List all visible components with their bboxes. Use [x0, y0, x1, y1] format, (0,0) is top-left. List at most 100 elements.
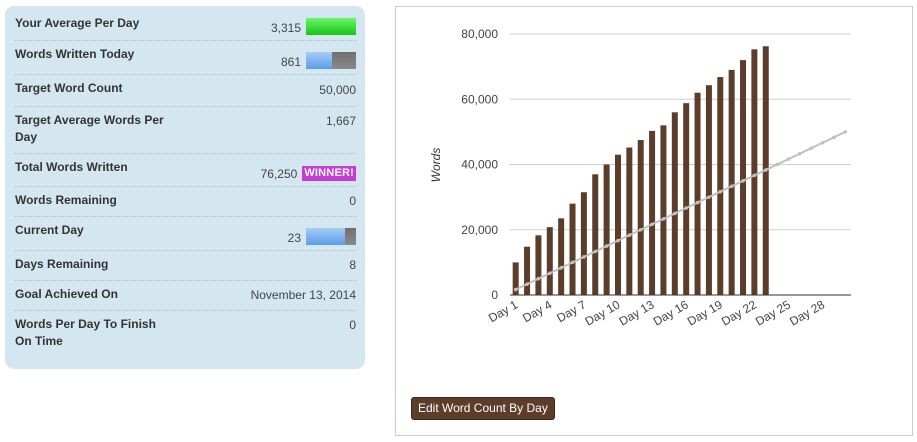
bar-day-3	[535, 235, 542, 295]
target-point	[741, 179, 745, 183]
y-tick-label: 80,000	[461, 27, 498, 41]
bar-day-5	[558, 218, 565, 295]
bar-day-10	[614, 154, 621, 295]
target-point	[559, 266, 563, 270]
stat-row-words-per-day-to-finish: Words Per Day To Finish On Time 0	[15, 311, 356, 357]
target-point	[718, 189, 723, 194]
stat-row-days-remaining: Days Remaining 8	[15, 251, 356, 281]
target-point	[820, 140, 825, 145]
target-point	[593, 249, 598, 254]
stat-label: Words Per Day To Finish On Time	[15, 317, 156, 348]
stat-label: Current Day	[15, 223, 84, 237]
bar-day-17	[694, 92, 701, 295]
bar-day-8	[592, 174, 599, 295]
stat-value: 861	[280, 55, 301, 69]
bar-day-2	[524, 246, 531, 295]
target-point	[786, 157, 791, 161]
words-today-progress-bar	[306, 52, 356, 69]
stat-row-current-day: Current Day 23	[15, 217, 356, 251]
target-point	[627, 233, 632, 237]
bar-day-22	[751, 49, 758, 295]
target-point	[752, 173, 757, 178]
target-point	[809, 146, 814, 150]
target-point	[729, 184, 734, 189]
target-point	[570, 260, 575, 265]
y-tick-label: 40,000	[461, 158, 498, 172]
stat-row-target-average: Target Average Words Per Day 1,667	[15, 107, 356, 154]
target-point	[582, 255, 586, 259]
y-axis-title: Words	[429, 148, 443, 183]
y-tick-label: 0	[491, 288, 498, 302]
chart-panel: 0 20,000 40,000 60,000 80,000 Words Day 1 Day 4…	[395, 6, 913, 436]
stat-label: Your Average Per Day	[15, 16, 140, 30]
stat-row-words-today: Words Written Today 861	[15, 41, 356, 75]
y-tick-label: 60,000	[461, 92, 498, 106]
stat-value: November 13, 2014	[250, 288, 356, 302]
stat-label: Target Average Words Per Day	[15, 113, 164, 144]
target-point	[673, 211, 677, 216]
bar-day-16	[683, 103, 690, 295]
stat-row-target-word-count: Target Word Count 50,000	[15, 75, 356, 107]
stat-row-average-per-day: Your Average Per Day 3,315	[15, 10, 356, 41]
x-tick-label: Day 7	[554, 297, 588, 325]
y-tick-label: 20,000	[461, 223, 498, 237]
bar-day-20	[728, 69, 735, 295]
x-tick-label: Day 25	[753, 297, 793, 328]
current-day-progress-bar	[306, 228, 356, 245]
x-tick-label: Day 16	[651, 297, 691, 328]
target-point	[763, 168, 768, 172]
target-point	[650, 222, 654, 227]
target-point	[525, 282, 529, 286]
target-point	[707, 195, 711, 199]
bar-day-12	[637, 140, 644, 295]
stats-panel: Your Average Per Day 3,315 Words Written…	[5, 6, 365, 369]
target-point	[832, 135, 836, 140]
stat-value: 23	[287, 231, 301, 245]
stat-value: 76,250	[260, 167, 298, 181]
bar-day-9	[603, 164, 610, 295]
target-point	[638, 227, 643, 232]
target-point	[536, 276, 541, 281]
x-tick-label: Day 19	[685, 297, 725, 328]
winner-badge: WINNER!	[302, 166, 356, 181]
stat-value: 0	[349, 318, 356, 332]
stat-value: 1,667	[325, 114, 356, 128]
stat-label: Words Remaining	[15, 193, 117, 207]
bar-day-18	[705, 85, 712, 295]
average-progress-bar	[306, 18, 356, 35]
target-point	[798, 151, 802, 156]
stat-label: Goal Achieved On	[15, 287, 118, 301]
target-point	[684, 206, 688, 210]
bar-day-1	[512, 262, 519, 295]
bar-day-11	[626, 147, 633, 295]
stat-value: 50,000	[319, 83, 356, 97]
target-point	[513, 287, 518, 292]
stat-value: 0	[349, 194, 356, 208]
bar-day-7	[580, 192, 587, 295]
bar-day-4	[546, 227, 553, 295]
target-point	[661, 217, 666, 221]
target-point	[775, 162, 779, 167]
x-tick-label: Day 13	[617, 297, 657, 328]
edit-word-count-button[interactable]: Edit Word Count By Day	[411, 397, 555, 420]
x-tick-label: Day 22	[719, 297, 759, 328]
target-line	[515, 130, 846, 291]
target-point	[604, 244, 609, 248]
x-tick-label: Day 4	[520, 297, 554, 325]
bar-day-19	[717, 77, 724, 295]
bar-day-6	[569, 203, 576, 295]
bar-day-15	[671, 112, 678, 295]
target-point	[547, 271, 552, 276]
stat-row-words-remaining: Words Remaining 0	[15, 187, 356, 217]
target-point	[695, 200, 700, 205]
stat-row-total-words: Total Words Written 76,250 WINNER!	[15, 154, 356, 187]
stat-label: Target Word Count	[15, 81, 123, 95]
stat-label: Total Words Written	[15, 160, 128, 174]
target-point	[843, 130, 848, 134]
stat-label: Days Remaining	[15, 257, 109, 271]
stat-value: 3,315	[270, 21, 301, 35]
target-point	[616, 238, 620, 243]
bar-day-13	[649, 130, 656, 295]
bar-day-21	[740, 60, 747, 295]
